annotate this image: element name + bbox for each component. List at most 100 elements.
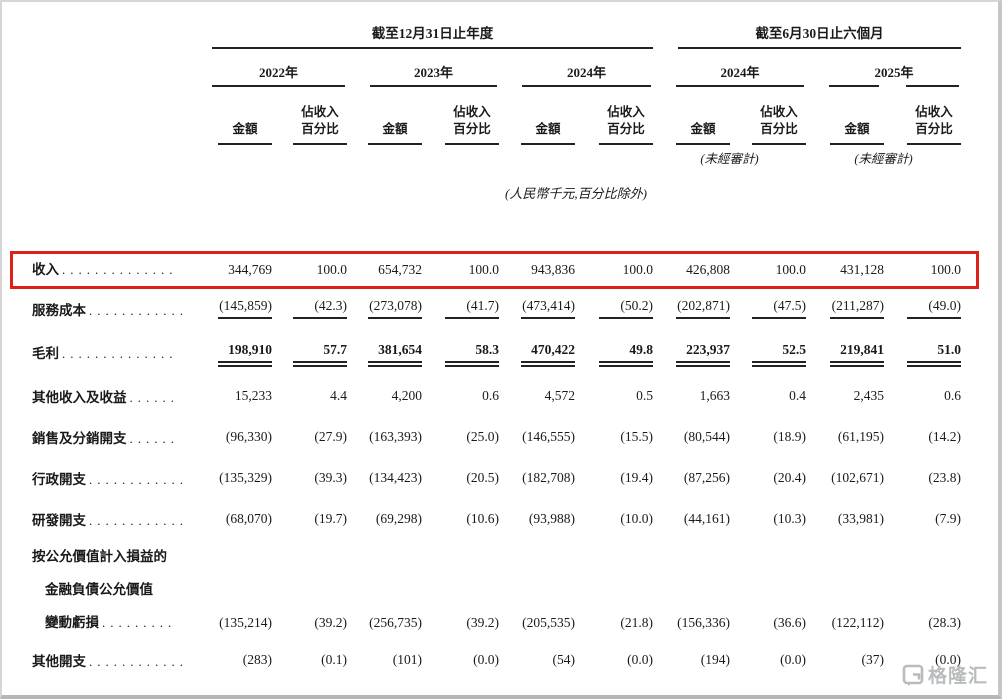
empty-cell <box>32 171 212 215</box>
value-cell: (25.0) <box>466 428 499 444</box>
dot-leader: .............. <box>62 262 178 277</box>
value-cell: 0.5 <box>636 387 653 403</box>
empty-cell <box>32 16 212 49</box>
value-cell: 431,128 <box>840 262 884 277</box>
value-cell: (0.0) <box>627 651 653 667</box>
value-cell: (44,161) <box>683 510 730 526</box>
value-cell: 4.4 <box>330 387 347 403</box>
value-cell: 51.0 <box>884 329 961 375</box>
table-row: 行政開支............ (135,329) (39.3) (134,423)… <box>32 457 961 498</box>
value-cell: (19.4) <box>620 469 653 485</box>
income-statement-table: 截至12月31日止年度 截至6月30日止六個月 2022年 2023年 2024… <box>32 16 961 680</box>
value-cell: (0.0) <box>935 651 961 667</box>
value-cell: (69,298) <box>375 510 422 526</box>
pct-header-cell: 佔收入 百分比 <box>575 87 653 145</box>
value-cell: (0.1) <box>321 651 347 667</box>
units-note-row: (人民幣千元,百分比除外) <box>32 171 961 215</box>
row-label: 毛利.............. <box>32 346 178 361</box>
value-cell: 58.3 <box>422 329 499 375</box>
value-cell: 219,841 <box>806 329 884 375</box>
value-cell: (256,735) <box>369 615 422 630</box>
period-header-row: 截至12月31日止年度 截至6月30日止六個月 <box>32 16 961 49</box>
dot-leader: ............ <box>89 471 188 487</box>
table-body: 收入.............. 344,769 100.0 654,732 100.0… <box>32 215 961 680</box>
value-cell: 100.0 <box>468 262 499 277</box>
value-cell: (194) <box>700 651 730 667</box>
value-cell: 1,663 <box>699 387 730 403</box>
value-cell: (39.2) <box>466 615 499 630</box>
row-label: 行政開支............ <box>32 471 188 487</box>
value-cell: (19.7) <box>314 510 347 526</box>
pct-header-cell: 佔收入 百分比 <box>272 87 347 145</box>
period-label-annual: 截至12月31日止年度 <box>212 26 653 49</box>
value-cell: (28.3) <box>928 615 961 630</box>
dot-leader: ...... <box>129 389 179 405</box>
period-cell: 截至12月31日止年度 <box>212 16 653 49</box>
table-row: 收入.............. 344,769 100.0 654,732 100.0… <box>32 215 961 288</box>
amount-header: 金額 <box>830 121 884 145</box>
value-cell: 0.4 <box>789 387 806 403</box>
value-cell: (42.3) <box>272 288 347 329</box>
value-cell: (41.7) <box>422 288 499 329</box>
value-cell: 100.0 <box>775 262 806 277</box>
empty-cell <box>32 49 212 87</box>
value-cell: 100.0 <box>622 262 653 277</box>
empty-cell <box>32 145 212 171</box>
amount-header: 金額 <box>218 121 272 145</box>
value-cell: (93,988) <box>528 510 575 526</box>
value-cell: 0.6 <box>944 387 961 403</box>
value-cell: (14.2) <box>928 428 961 444</box>
pct-header: 佔收入 百分比 <box>907 104 961 145</box>
amount-header: 金額 <box>368 121 422 145</box>
pct-header: 佔收入 百分比 <box>599 104 653 145</box>
dot-leader: ............ <box>89 512 188 528</box>
row-label: 其他收入及收益...... <box>32 389 179 405</box>
amount-header: 金額 <box>676 121 730 145</box>
row-label: 銷售及分銷開支...... <box>32 430 179 446</box>
value-cell: (61,195) <box>837 428 884 444</box>
year-label-2023: 2023年 <box>370 65 497 87</box>
pct-header: 佔收入 百分比 <box>293 104 347 145</box>
value-cell: (33,981) <box>837 510 884 526</box>
row-label: 服務成本............ <box>32 302 188 318</box>
dot-leader: .............. <box>62 346 178 361</box>
empty-cell <box>212 171 499 215</box>
value-cell: (146,555) <box>522 428 575 444</box>
value-cell: (205,535) <box>522 615 575 630</box>
value-cell: (23.8) <box>928 469 961 485</box>
value-cell: (135,214) <box>219 615 272 630</box>
table-row: 按公允價值計入損益的 金融負債公允價值 變動虧損......... (135,214)… <box>32 539 961 639</box>
value-cell: 344,769 <box>228 262 272 277</box>
year-cell: 2025年 <box>806 49 961 87</box>
row-label: 按公允價值計入損益的 金融負債公允價值 變動虧損......... <box>32 549 177 630</box>
value-cell: (102,671) <box>831 469 884 485</box>
value-cell: (10.0) <box>620 510 653 526</box>
dot-leader: ...... <box>129 430 179 446</box>
value-cell: (39.2) <box>314 615 347 630</box>
table-row: 其他收入及收益...... 15,233 4.4 4,200 0.6 4,572 0.5 1,… <box>32 375 961 416</box>
value-cell: (49.0) <box>884 288 961 329</box>
value-cell: (0.0) <box>780 651 806 667</box>
dot-leader: ......... <box>102 615 177 630</box>
value-cell: 52.5 <box>730 329 806 375</box>
value-cell: 57.7 <box>272 329 347 375</box>
value-cell: 4,572 <box>544 387 575 403</box>
value-cell: 2,435 <box>853 387 884 403</box>
value-cell: (36.6) <box>773 615 806 630</box>
value-cell: 4,200 <box>391 387 422 403</box>
dot-leader: ............ <box>89 653 188 669</box>
value-cell: (10.3) <box>773 510 806 526</box>
value-cell: (7.9) <box>935 510 961 526</box>
value-cell: 654,732 <box>378 262 422 277</box>
units-note: (人民幣千元,百分比除外) <box>505 186 647 201</box>
value-cell: 426,808 <box>686 262 730 277</box>
value-cell: 943,836 <box>531 262 575 277</box>
value-cell: 381,654 <box>347 329 422 375</box>
value-cell: 470,422 <box>499 329 575 375</box>
value-cell: 15,233 <box>234 387 272 403</box>
gelonghui-logo-icon <box>902 664 924 686</box>
year-label-2024: 2024年 <box>522 65 651 87</box>
value-cell: (68,070) <box>225 510 272 526</box>
value-cell: (473,414) <box>499 288 575 329</box>
